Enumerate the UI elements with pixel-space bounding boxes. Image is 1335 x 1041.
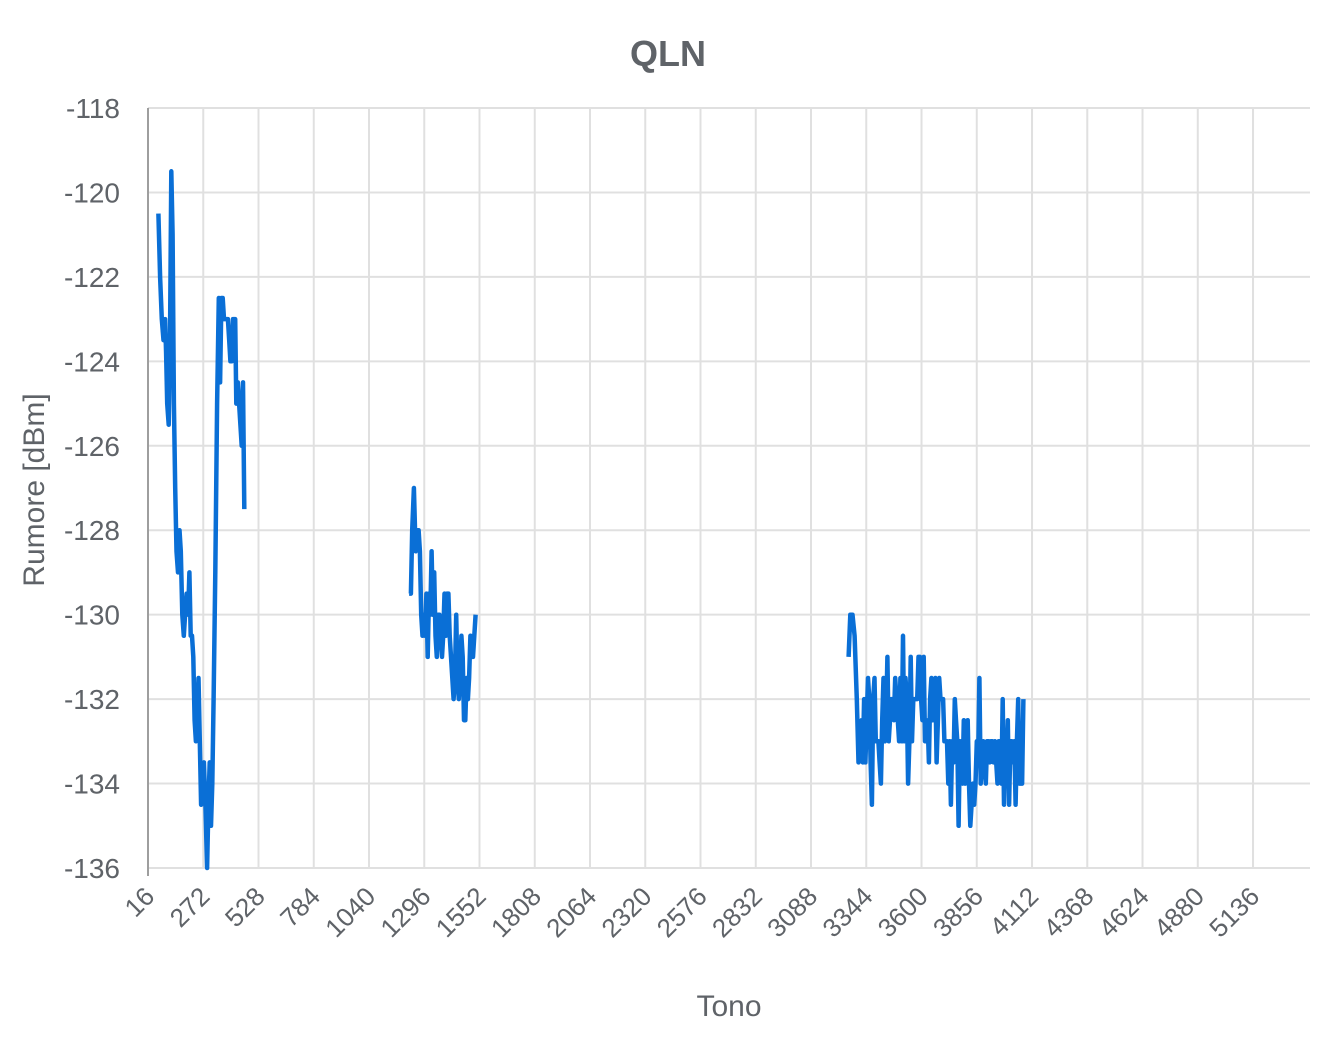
- y-axis-label: Rumore [dBm]: [18, 393, 51, 586]
- x-tick-label: 4880: [1148, 881, 1210, 943]
- y-tick-label: -122: [64, 262, 120, 293]
- series-layer: [156, 169, 1026, 871]
- x-tick-label: 1552: [430, 881, 492, 943]
- y-tick-label: -134: [64, 769, 120, 800]
- x-tick-label: 4112: [984, 881, 1045, 942]
- x-tick-label: 528: [219, 881, 271, 933]
- x-tick-label: 1296: [374, 881, 436, 943]
- x-tick-label: 2832: [706, 881, 768, 943]
- x-tick-label: 3344: [816, 881, 878, 943]
- series-line-segment: [408, 485, 478, 723]
- y-tick-label: -132: [64, 684, 120, 715]
- x-tick-label: 4624: [1093, 881, 1155, 943]
- x-tick-label: 3856: [927, 881, 989, 943]
- series-line-segment: [846, 612, 1026, 829]
- series-line-segment: [156, 169, 247, 871]
- y-tick-label: -130: [64, 600, 120, 631]
- chart-title: QLN: [630, 33, 706, 74]
- x-axis-label: Tono: [696, 990, 761, 1023]
- x-tick-label: 3600: [872, 881, 934, 943]
- x-tick-label: 2576: [651, 881, 713, 943]
- x-tick-labels: 16 272 528 78410401296155218082064232025762…: [119, 881, 1266, 943]
- x-tick-label: 2320: [595, 881, 657, 943]
- x-tick-label: 4368: [1037, 881, 1099, 943]
- y-tick-label: -120: [64, 177, 120, 208]
- x-tick-label: 5136: [1203, 881, 1265, 943]
- y-tick-label: -136: [64, 853, 120, 884]
- vertical-gridlines: [202, 108, 1255, 868]
- x-tick-label: 16: [119, 881, 161, 923]
- y-tick-label: -124: [64, 346, 120, 377]
- x-tick-label: 3088: [761, 881, 823, 943]
- x-tick-label: 1808: [485, 881, 547, 943]
- y-tick-labels: -118 -120 -122 -124 -126 -128 -130 -132 -134 -136: [64, 93, 120, 884]
- y-tick-label: -126: [64, 431, 120, 462]
- x-tick-label: 784: [274, 881, 326, 933]
- x-tick-label: 1040: [319, 881, 381, 943]
- x-tick-label: 272: [164, 881, 216, 933]
- y-tick-label: -118: [66, 93, 120, 124]
- horizontal-gridlines: [148, 107, 1310, 869]
- y-tick-label: -128: [64, 515, 120, 546]
- x-tick-label: 2064: [540, 881, 602, 943]
